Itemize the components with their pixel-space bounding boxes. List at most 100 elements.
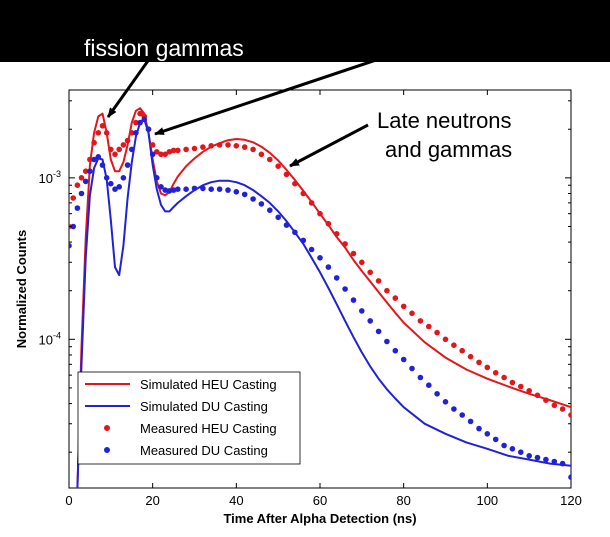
data-point-measured-du-casting: [451, 406, 457, 412]
data-point-measured-du-casting: [233, 189, 240, 195]
data-point-measured-heu-casting: [267, 156, 273, 163]
data-point-measured-du-casting: [551, 458, 558, 465]
data-point-measured-du-casting: [300, 237, 307, 244]
data-point-measured-du-casting: [568, 474, 571, 480]
annotation-arrow-late: [289, 123, 369, 168]
x-tick-label: 80: [396, 493, 410, 508]
data-point-measured-heu-casting: [300, 190, 307, 197]
data-point-measured-heu-casting: [87, 156, 93, 163]
data-point-measured-du-casting: [158, 184, 164, 190]
data-point-measured-heu-casting: [108, 146, 114, 153]
data-point-measured-heu-casting: [476, 359, 482, 366]
data-point-measured-heu-casting: [568, 412, 571, 418]
data-point-measured-heu-casting: [74, 182, 81, 188]
annotation-arrow-fission: [106, 57, 152, 118]
data-point-measured-heu-casting: [509, 379, 516, 386]
data-point-measured-heu-casting: [275, 163, 282, 169]
data-point-measured-du-casting: [183, 186, 189, 192]
annotation-late-line1: Late neutrons: [377, 108, 512, 133]
data-point-measured-du-casting: [534, 454, 541, 461]
data-point-measured-heu-casting: [400, 303, 407, 310]
data-point-measured-heu-casting: [459, 347, 466, 354]
data-point-measured-du-casting: [333, 275, 340, 281]
data-point-measured-heu-casting: [225, 142, 231, 148]
data-point-measured-du-casting: [137, 119, 143, 126]
data-point-measured-heu-casting: [137, 110, 143, 117]
data-point-measured-du-casting: [149, 151, 156, 158]
data-point-measured-du-casting: [559, 460, 566, 467]
data-point-measured-du-casting: [275, 214, 282, 221]
data-point-measured-heu-casting: [317, 210, 323, 217]
data-point-measured-heu-casting: [99, 123, 106, 129]
data-point-measured-du-casting: [124, 162, 131, 168]
data-point-measured-heu-casting: [208, 143, 214, 149]
data-point-measured-du-casting: [91, 156, 97, 163]
data-point-measured-heu-casting: [551, 402, 558, 409]
data-point-measured-heu-casting: [375, 278, 382, 284]
data-point-measured-du-casting: [103, 175, 110, 181]
data-point-measured-du-casting: [350, 297, 357, 303]
data-point-measured-du-casting: [99, 162, 106, 168]
data-point-measured-heu-casting: [417, 318, 424, 324]
data-point-measured-heu-casting: [534, 392, 541, 399]
data-point-measured-du-casting: [417, 374, 424, 381]
data-point-measured-du-casting: [108, 180, 114, 187]
data-point-measured-du-casting: [200, 185, 206, 192]
data-point-measured-heu-casting: [367, 269, 374, 276]
data-point-measured-heu-casting: [451, 342, 457, 349]
data-point-measured-du-casting: [162, 187, 168, 193]
data-point-measured-du-casting: [258, 201, 265, 207]
data-point-measured-du-casting: [191, 185, 198, 192]
data-point-measured-heu-casting: [392, 295, 399, 301]
data-point-measured-heu-casting: [559, 406, 566, 412]
data-point-measured-heu-casting: [467, 353, 474, 360]
data-point-measured-heu-casting: [82, 168, 89, 174]
data-point-measured-du-casting: [74, 205, 81, 211]
y-tick-label: 10-4: [39, 330, 61, 347]
data-point-measured-du-casting: [82, 178, 89, 185]
y-tick-label: 10-3: [39, 169, 61, 186]
data-point-measured-heu-casting: [492, 370, 499, 376]
data-point-measured-du-casting: [292, 229, 298, 236]
data-point-measured-du-casting: [392, 347, 399, 354]
data-point-measured-du-casting: [317, 254, 323, 261]
data-point-measured-heu-casting: [116, 146, 122, 153]
data-point-measured-heu-casting: [484, 364, 491, 371]
data-point-measured-heu-casting: [124, 137, 131, 144]
legend-swatch-meas-heu: [104, 425, 110, 431]
data-point-measured-du-casting: [129, 146, 135, 153]
data-point-measured-du-casting: [87, 168, 93, 174]
data-point-measured-heu-casting: [170, 147, 177, 154]
data-point-measured-du-casting: [484, 431, 491, 437]
x-tick-label: 120: [560, 493, 582, 508]
data-point-measured-heu-casting: [409, 310, 415, 317]
data-point-measured-heu-casting: [78, 175, 85, 181]
data-point-measured-du-casting: [526, 453, 532, 459]
data-point-measured-heu-casting: [91, 139, 97, 146]
data-point-measured-du-casting: [384, 338, 390, 345]
data-point-measured-du-casting: [120, 175, 127, 181]
data-point-measured-du-casting: [95, 154, 102, 160]
data-point-measured-heu-casting: [191, 145, 198, 152]
data-point-measured-du-casting: [69, 242, 72, 249]
data-point-measured-heu-casting: [526, 388, 532, 394]
data-point-measured-du-casting: [400, 356, 407, 363]
legend: Simulated HEU Casting Simulated DU Casti…: [77, 371, 301, 465]
data-point-measured-heu-casting: [543, 397, 549, 404]
data-point-measured-du-casting: [225, 187, 231, 193]
data-point-measured-du-casting: [426, 382, 432, 389]
legend-swatch-meas-du: [104, 447, 110, 453]
data-point-measured-du-casting: [308, 246, 315, 253]
data-point-measured-heu-casting: [162, 151, 168, 158]
data-point-measured-heu-casting: [325, 220, 332, 227]
data-point-measured-du-casting: [175, 186, 181, 192]
x-axis-title: Time After Alpha Detection (ns): [223, 511, 416, 526]
legend-box: [77, 371, 301, 465]
data-point-measured-heu-casting: [200, 144, 206, 150]
series-layer: [69, 107, 571, 488]
data-point-measured-heu-casting: [70, 195, 76, 201]
top-banner: fission gammas: [0, 0, 610, 62]
data-point-measured-heu-casting: [154, 149, 160, 155]
data-point-measured-heu-casting: [434, 329, 440, 336]
